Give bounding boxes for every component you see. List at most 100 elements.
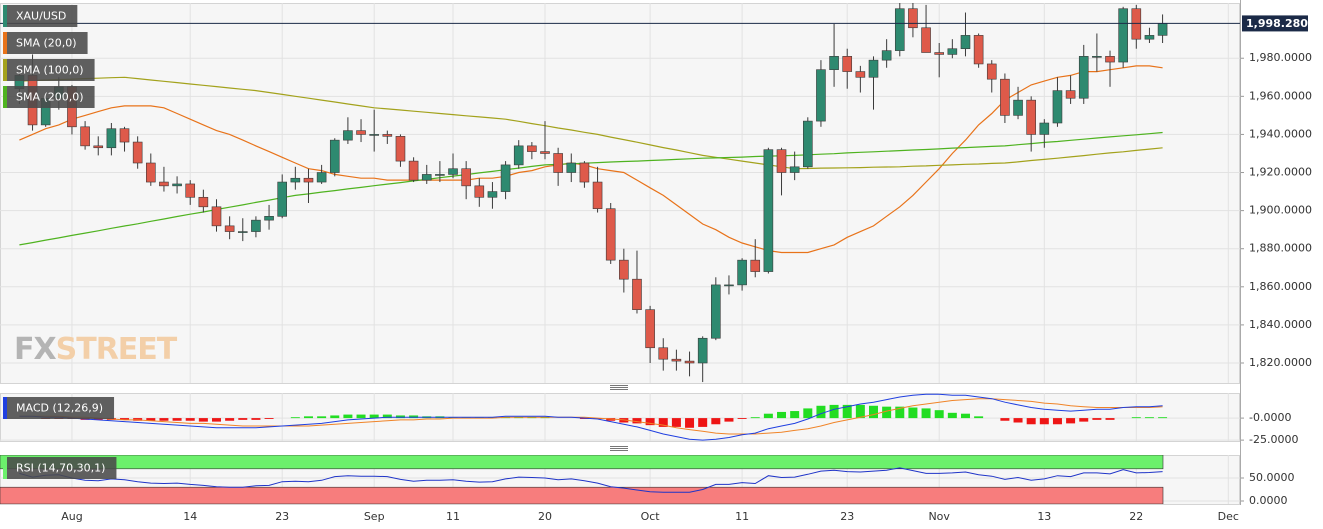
legend-swatch [3,457,7,479]
legend-label: SMA (20,0) [16,37,77,50]
macd-hist-bar [317,416,327,419]
macd-hist-bar [225,418,235,421]
candle-body [605,208,616,261]
macd-hist-bar [356,414,366,419]
legend-item[interactable]: MACD (12,26,9) [3,397,115,419]
candle-body [487,191,498,198]
candle-body [119,128,130,143]
candle-body [789,166,800,173]
macd-hist-bar [1039,418,1049,425]
candle-body [395,136,406,162]
macd-hist-bar [711,418,721,425]
candle-body [356,130,366,135]
legend-swatch [3,5,7,27]
candle-body [724,284,734,287]
macd-hist-bar [685,418,695,428]
macd-hist-bar [934,410,944,419]
x-tick-label: 23 [840,510,854,523]
y-tick-label: 1,980.0000 [1249,51,1312,64]
candle-body [553,153,563,173]
macd-hist-bar [947,412,957,419]
macd-hist-bar [212,418,221,422]
candle-body [763,149,774,272]
macd-hist-bar [264,418,274,419]
macd-hist-bar [632,418,642,424]
y-tick-label: 50.0000 [1249,471,1295,484]
candle-body [369,134,379,136]
y-tick-label: 1,820.0000 [1249,356,1312,369]
y-tick-label: 1,860.0000 [1249,280,1312,293]
macd-line [19,393,1163,441]
panel-handle[interactable] [610,385,628,390]
macd-hist-bar [251,418,261,420]
macd-hist-bar [882,406,892,419]
watermark: FXSTREET [14,332,178,367]
macd-hist-bar [159,418,169,421]
candle-body [947,48,958,55]
legend-box [3,32,88,54]
y-tick-label: 1,880.0000 [1249,242,1312,255]
macd-hist-bar [330,415,340,419]
macd-hist-bar [185,418,195,421]
candle-body [290,177,301,183]
legend-item[interactable]: SMA (20,0) [3,32,88,54]
candle-body [1157,23,1168,36]
legend-swatch [3,32,7,54]
y-tick-label: 1,960.0000 [1249,89,1312,102]
candle-body [1000,78,1010,116]
candle-body [435,174,445,176]
legend-label: XAU/USD [16,10,66,23]
macd-hist-bar [974,416,984,419]
candle-body [80,126,90,147]
legend-item[interactable]: RSI (14,70,30,1) [3,457,117,479]
macd-hist-bar [908,407,918,419]
panel-handle[interactable] [610,446,628,451]
candle-body [868,59,879,78]
candle-body [146,162,156,183]
x-tick-label: 14 [183,510,197,523]
macd-hist-bar [1144,417,1154,419]
candle-body [343,130,353,141]
macd-hist-bar [238,418,248,420]
legend-box [3,457,117,479]
price-label: 1,998.2800 [1246,17,1316,30]
macd-hist-bar [829,404,839,419]
macd-hist-bar [303,416,313,419]
macd-hist-bar [869,405,878,419]
candle-body [1118,8,1128,63]
legend-box [3,397,115,419]
candle-body [1144,35,1155,40]
legend-item[interactable]: SMA (200,0) [3,86,95,108]
candle-body [159,181,169,187]
candle-body [1065,90,1076,99]
candle-body [737,259,747,286]
watermark-fx: FX [14,332,56,367]
macd-hist-bar [737,418,747,419]
legend-item[interactable]: XAU/USD [3,5,78,27]
macd-hist-bar [855,404,865,419]
watermark-street: STREET [56,332,178,367]
candle-body [894,8,905,51]
candle-body [973,35,984,65]
sma-line [19,131,1163,246]
candle-body [684,360,695,364]
legend-item[interactable]: SMA (100,0) [3,59,95,81]
candle-body [513,145,524,166]
macd-hist-bar [1131,417,1141,419]
macd-hist-bar [960,413,970,419]
price-panel [0,3,1240,384]
candle-body [921,27,931,53]
x-tick-label: 22 [1129,510,1143,523]
macd-hist-bar [343,414,353,419]
macd-hist-bar [198,418,208,422]
candle-body [264,216,274,221]
sma-line [19,65,1163,254]
macd-hist-bar [290,417,300,419]
candle-body [881,50,892,61]
macd-hist-bar [1092,418,1102,420]
x-tick-label: Nov [928,510,950,523]
candle-body [132,141,143,164]
candle-body [579,162,590,183]
macd-hist-bar [816,405,826,419]
y-tick-label: 0.0000 [1249,494,1288,507]
